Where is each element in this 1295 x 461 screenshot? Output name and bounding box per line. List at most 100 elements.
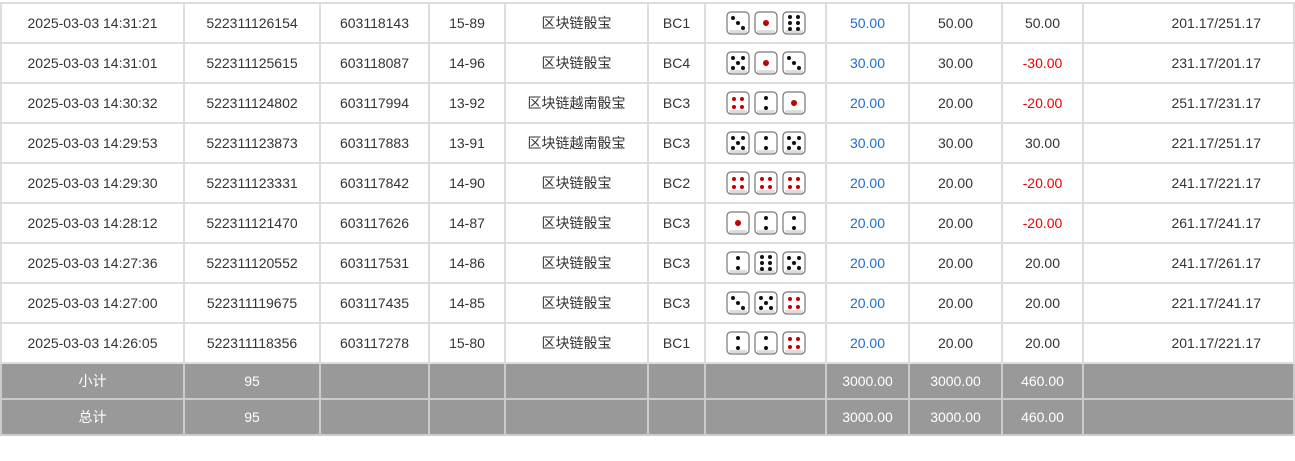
table-row: 2025-03-03 14:29:53 522311123873 603117883… bbox=[0, 122, 1295, 164]
bet-type: BC3 bbox=[647, 122, 706, 164]
order-number: 522311118356 bbox=[183, 322, 321, 364]
dice-3-icon bbox=[725, 291, 750, 315]
win-loss: -30.00 bbox=[1001, 42, 1084, 84]
dice-2-icon bbox=[781, 211, 806, 235]
subtotal-amount: 3000.00 bbox=[825, 362, 910, 400]
bet-time: 2025-03-03 14:29:53 bbox=[0, 122, 185, 164]
balance: 231.17/201.17 bbox=[1082, 42, 1295, 84]
dice-2-icon bbox=[753, 131, 778, 155]
bet-records-table: 2025-03-03 14:31:21 522311126154 603118143… bbox=[0, 2, 1295, 436]
win-loss: 30.00 bbox=[1001, 122, 1084, 164]
subtotal-count: 95 bbox=[183, 362, 321, 400]
bet-time: 2025-03-03 14:31:21 bbox=[0, 2, 185, 44]
table-row: 2025-03-03 14:31:21 522311126154 603118143… bbox=[0, 2, 1295, 44]
valid-amount: 20.00 bbox=[908, 242, 1003, 284]
balance: 201.17/221.17 bbox=[1082, 322, 1295, 364]
table-number: 14-85 bbox=[428, 282, 506, 324]
dice-1-icon bbox=[725, 211, 750, 235]
dice-result bbox=[704, 82, 827, 124]
table-number: 13-92 bbox=[428, 82, 506, 124]
total-win: 460.00 bbox=[1001, 398, 1084, 436]
table-number: 14-86 bbox=[428, 242, 506, 284]
dice-2-icon bbox=[753, 91, 778, 115]
table-number: 15-89 bbox=[428, 2, 506, 44]
balance: 241.17/221.17 bbox=[1082, 162, 1295, 204]
dice-2-icon bbox=[725, 331, 750, 355]
valid-amount: 20.00 bbox=[908, 162, 1003, 204]
bet-time: 2025-03-03 14:27:00 bbox=[0, 282, 185, 324]
issue-number: 603117842 bbox=[319, 162, 430, 204]
dice-4-icon bbox=[725, 91, 750, 115]
valid-amount: 20.00 bbox=[908, 82, 1003, 124]
empty-cell bbox=[1082, 398, 1295, 436]
empty-cell bbox=[1082, 362, 1295, 400]
table-row: 2025-03-03 14:29:30 522311123331 603117842… bbox=[0, 162, 1295, 204]
win-loss: 20.00 bbox=[1001, 282, 1084, 324]
total-count: 95 bbox=[183, 398, 321, 436]
issue-number: 603118087 bbox=[319, 42, 430, 84]
issue-number: 603117626 bbox=[319, 202, 430, 244]
dice-result bbox=[704, 162, 827, 204]
game-name: 区块链骰宝 bbox=[504, 242, 649, 284]
subtotal-win: 460.00 bbox=[1001, 362, 1084, 400]
table-number: 14-96 bbox=[428, 42, 506, 84]
table-row: 2025-03-03 14:30:32 522311124802 603117994… bbox=[0, 82, 1295, 124]
total-valid: 3000.00 bbox=[908, 398, 1003, 436]
order-number: 522311123873 bbox=[183, 122, 321, 164]
win-loss: 20.00 bbox=[1001, 322, 1084, 364]
game-name: 区块链越南骰宝 bbox=[504, 82, 649, 124]
table-number: 13-91 bbox=[428, 122, 506, 164]
table-row: 2025-03-03 14:26:05 522311118356 603117278… bbox=[0, 322, 1295, 364]
valid-amount: 30.00 bbox=[908, 122, 1003, 164]
dice-5-icon bbox=[781, 251, 806, 275]
win-loss: 20.00 bbox=[1001, 242, 1084, 284]
table-number: 15-80 bbox=[428, 322, 506, 364]
valid-amount: 20.00 bbox=[908, 282, 1003, 324]
table-row: 2025-03-03 14:27:36 522311120552 603117531… bbox=[0, 242, 1295, 284]
bet-amount: 20.00 bbox=[825, 242, 910, 284]
order-number: 522311125615 bbox=[183, 42, 321, 84]
dice-6-icon bbox=[753, 251, 778, 275]
dice-4-icon bbox=[781, 331, 806, 355]
dice-4-icon bbox=[725, 171, 750, 195]
dice-4-icon bbox=[753, 171, 778, 195]
order-number: 522311121470 bbox=[183, 202, 321, 244]
bet-amount: 20.00 bbox=[825, 82, 910, 124]
dice-6-icon bbox=[781, 11, 806, 35]
balance: 241.17/261.17 bbox=[1082, 242, 1295, 284]
issue-number: 603117435 bbox=[319, 282, 430, 324]
order-number: 522311120552 bbox=[183, 242, 321, 284]
dice-2-icon bbox=[725, 251, 750, 275]
bet-type: BC4 bbox=[647, 42, 706, 84]
dice-result bbox=[704, 322, 827, 364]
dice-5-icon bbox=[725, 131, 750, 155]
empty-cell bbox=[504, 398, 649, 436]
subtotal-row: 小计 95 3000.00 3000.00 460.00 bbox=[0, 362, 1295, 400]
empty-cell bbox=[428, 362, 506, 400]
valid-amount: 50.00 bbox=[908, 2, 1003, 44]
dice-2-icon bbox=[753, 331, 778, 355]
order-number: 522311123331 bbox=[183, 162, 321, 204]
valid-amount: 30.00 bbox=[908, 42, 1003, 84]
empty-cell bbox=[319, 398, 430, 436]
issue-number: 603117994 bbox=[319, 82, 430, 124]
dice-3-icon bbox=[781, 51, 806, 75]
dice-5-icon bbox=[753, 291, 778, 315]
game-name: 区块链骰宝 bbox=[504, 282, 649, 324]
bet-amount: 30.00 bbox=[825, 122, 910, 164]
order-number: 522311119675 bbox=[183, 282, 321, 324]
bet-type: BC3 bbox=[647, 82, 706, 124]
bet-amount: 30.00 bbox=[825, 42, 910, 84]
dice-result bbox=[704, 122, 827, 164]
bet-type: BC2 bbox=[647, 162, 706, 204]
valid-amount: 20.00 bbox=[908, 322, 1003, 364]
game-name: 区块链骰宝 bbox=[504, 42, 649, 84]
dice-1-icon bbox=[753, 11, 778, 35]
table-row: 2025-03-03 14:28:12 522311121470 603117626… bbox=[0, 202, 1295, 244]
empty-cell bbox=[704, 398, 827, 436]
dice-5-icon bbox=[781, 131, 806, 155]
game-name: 区块链骰宝 bbox=[504, 2, 649, 44]
table-row: 2025-03-03 14:27:00 522311119675 603117435… bbox=[0, 282, 1295, 324]
valid-amount: 20.00 bbox=[908, 202, 1003, 244]
win-loss: -20.00 bbox=[1001, 202, 1084, 244]
